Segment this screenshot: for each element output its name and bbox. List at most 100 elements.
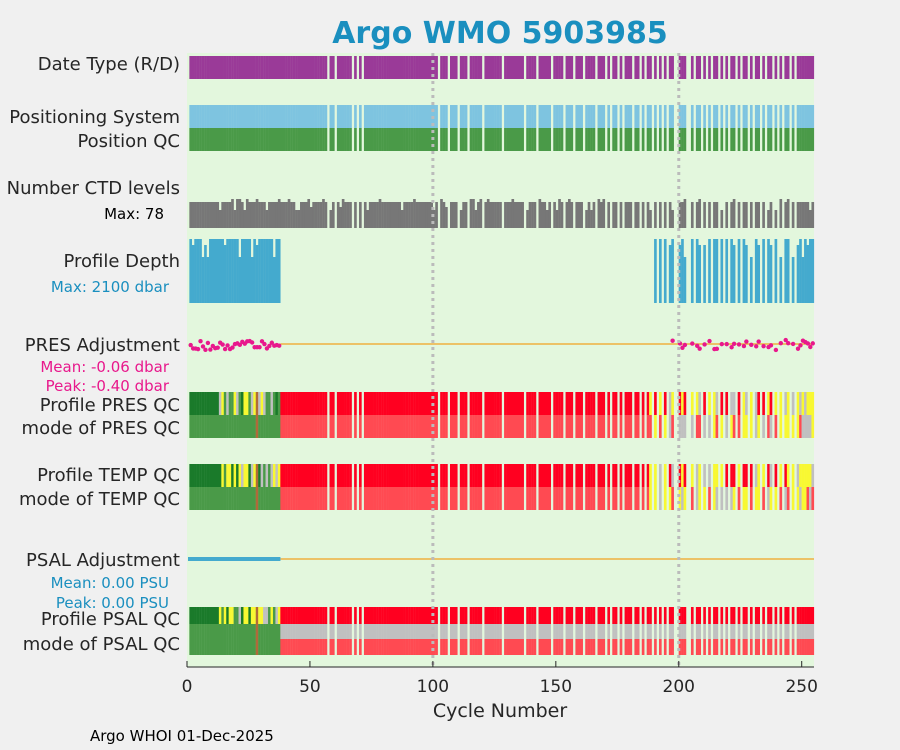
profile-depth-bar (277, 239, 281, 303)
mode-pres-qc-bar (363, 415, 367, 438)
profile-psal-qc-bar (479, 607, 483, 624)
mode-pres-qc-bar (649, 415, 652, 438)
positioning-bar (791, 105, 795, 128)
profile-pres-qc-bar (390, 392, 394, 415)
position-qc-bar (575, 128, 579, 151)
mode-temp-qc-bar (474, 487, 478, 510)
positioning-bar (243, 105, 247, 128)
ctd-levels-bar (290, 202, 293, 228)
position-qc-bar (196, 128, 200, 151)
ctd-levels-bar (415, 202, 419, 228)
profile-depth-bar (213, 239, 217, 303)
profile-temp-qc-bar (398, 464, 402, 487)
mode-pres-qc-bar (698, 415, 701, 438)
mode-psal-qc-bar (683, 624, 687, 639)
profile-pres-qc-bar (410, 392, 414, 415)
profile-pres-qc-bar (420, 392, 424, 415)
date-type-bar (240, 56, 244, 79)
mode-temp-qc-bar (560, 487, 564, 510)
profile-pres-qc-bar (533, 392, 537, 415)
mode-temp-qc-bar (767, 487, 770, 510)
mode-temp-qc-bar (614, 487, 618, 510)
profile-pres-qc-bar (236, 392, 239, 415)
mode-temp-qc-bar (248, 487, 252, 510)
date-type-bar (474, 56, 478, 79)
positioning-bar (388, 105, 392, 128)
mode-psal-qc-bar (730, 639, 733, 655)
profile-temp-qc-bar (592, 464, 596, 487)
profile-temp-qc-bar (526, 464, 529, 487)
mode-psal-qc-bar (708, 639, 711, 655)
ctd-levels-bar (194, 202, 197, 228)
profile-pres-qc-bar (258, 392, 261, 415)
ctd-levels-bar (496, 202, 500, 228)
mode-psal-qc-bar (540, 639, 544, 655)
profile-psal-qc-bar (636, 607, 640, 624)
mode-psal-qc-bar (413, 639, 416, 655)
profile-pres-qc-bar (811, 392, 815, 415)
mode-pres-qc-bar (506, 415, 510, 438)
profile-psal-qc-bar (405, 607, 409, 624)
positioning-bar (698, 105, 701, 128)
profile-depth-bar (806, 245, 810, 303)
mode-psal-qc-bar (646, 624, 650, 639)
mode-temp-qc-bar (263, 487, 266, 510)
date-type-bar (260, 56, 264, 79)
mode-psal-qc-bar (309, 639, 313, 655)
mode-pres-qc-bar (636, 415, 640, 438)
date-type-bar (553, 56, 556, 79)
mode-temp-qc-bar (280, 487, 283, 510)
date-type-bar (270, 56, 274, 79)
position-qc-bar (422, 128, 426, 151)
profile-psal-qc-bar (191, 607, 195, 624)
mode-pres-qc-bar (373, 415, 377, 438)
position-qc-bar (619, 128, 623, 151)
profile-temp-qc-bar (418, 464, 421, 487)
ctd-levels-bar (624, 202, 628, 228)
profile-psal-qc-bar (548, 607, 552, 624)
profile-psal-qc-bar (526, 607, 529, 624)
mode-pres-qc-bar (730, 415, 733, 438)
position-qc-bar (408, 128, 411, 151)
profile-psal-qc-bar (695, 607, 699, 624)
positioning-bar (390, 105, 394, 128)
mode-psal-qc-bar (531, 639, 534, 655)
mode-psal-qc-bar (354, 624, 357, 639)
mode-temp-qc-bar (346, 487, 350, 510)
mode-temp-qc-bar (668, 487, 672, 510)
profile-temp-qc-bar (513, 464, 517, 487)
positioning-bar (708, 105, 711, 128)
mode-temp-qc-bar (400, 487, 404, 510)
position-qc-bar (496, 128, 500, 151)
positioning-bar (671, 105, 674, 128)
positioning-bar (221, 105, 224, 128)
mode-temp-qc-bar (209, 487, 212, 510)
positioning-bar (804, 105, 807, 128)
mode-pres-qc-bar (282, 415, 286, 438)
profile-psal-qc-bar (442, 607, 446, 624)
mode-pres-qc-bar (745, 415, 748, 438)
mode-temp-qc-bar (349, 487, 352, 510)
profile-temp-qc-bar (366, 464, 370, 487)
mode-temp-qc-bar (430, 487, 433, 510)
profile-pres-qc-bar (383, 392, 387, 415)
profile-temp-qc-bar (720, 464, 724, 487)
date-type-bar (223, 56, 227, 79)
row-label: mode of PSAL QC (23, 634, 180, 655)
mode-psal-qc-bar (624, 639, 628, 655)
ctd-levels-bar (531, 202, 534, 228)
positioning-bar (494, 105, 497, 128)
profile-temp-qc-bar (708, 464, 711, 487)
position-qc-bar (221, 128, 224, 151)
mode-psal-qc-bar (381, 624, 384, 639)
mode-psal-qc-bar (408, 624, 411, 639)
date-type-bar (191, 56, 195, 79)
mode-pres-qc-bar (314, 415, 318, 438)
profile-psal-qc-bar (194, 607, 197, 624)
mode-psal-qc-bar (354, 639, 357, 655)
position-qc-bar (683, 128, 687, 151)
profile-temp-qc-bar (449, 464, 453, 487)
profile-pres-qc-bar (494, 392, 497, 415)
ctd-levels-bar (757, 202, 761, 228)
mode-temp-qc-bar (265, 487, 269, 510)
